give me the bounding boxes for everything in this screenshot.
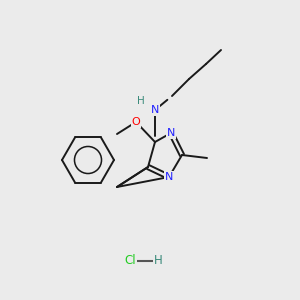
Text: N: N (165, 172, 173, 182)
Text: Cl: Cl (124, 254, 136, 268)
Text: O: O (132, 117, 140, 127)
Text: N: N (151, 105, 159, 115)
Text: N: N (167, 128, 175, 138)
Text: H: H (137, 96, 145, 106)
Text: H: H (154, 254, 162, 268)
